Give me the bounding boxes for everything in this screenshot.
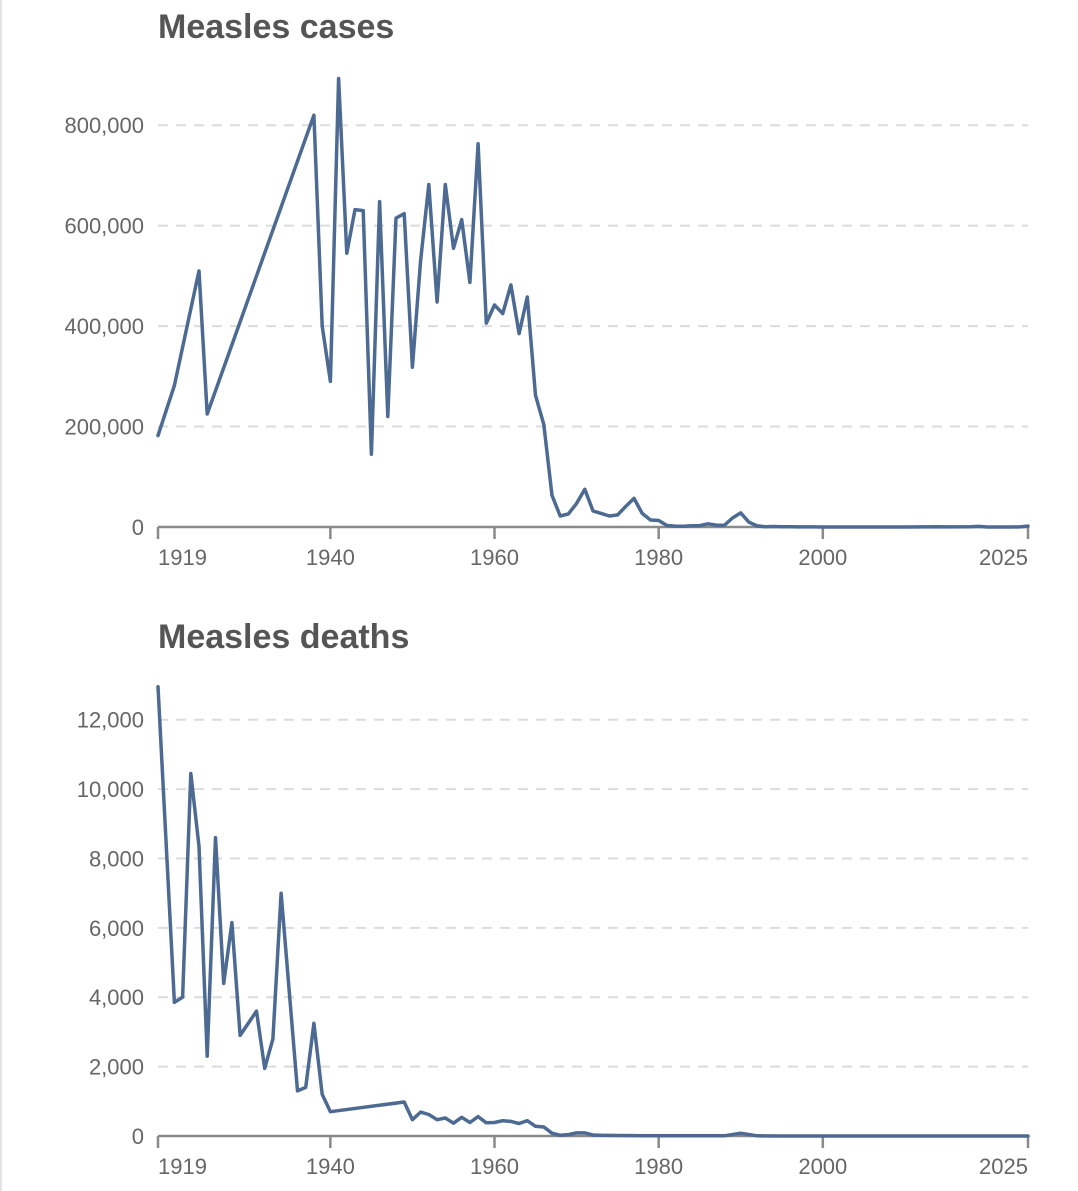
- y-tick-label: 800,000: [64, 113, 144, 138]
- y-tick-label: 0: [132, 515, 144, 540]
- x-tick-label: 1919: [158, 545, 207, 570]
- y-tick-layer: 0 2,000 4,000 6,000 8,000 10,000 12,000: [77, 708, 144, 1149]
- x-tick-layer: 1919 1940 1960 1980 2000 2025: [156, 527, 1030, 570]
- measles-deaths-chart: Measles deaths 0 2,000 4,000 6,000 8,000 10,0…: [77, 618, 1030, 1179]
- y-tick-label: 12,000: [77, 708, 144, 733]
- y-tick-label: 200,000: [64, 415, 144, 440]
- measles-cases-chart: Measles cases 0 200,000 400,000 600,000 800,…: [64, 8, 1030, 570]
- y-tick-label: 4,000: [89, 985, 144, 1010]
- chart-title: Measles cases: [158, 8, 394, 46]
- x-tick-label: 1980: [634, 545, 683, 570]
- chart-title: Measles deaths: [158, 618, 409, 656]
- y-tick-label: 0: [132, 1124, 144, 1149]
- x-tick-label: 1980: [634, 1154, 683, 1179]
- y-tick-label: 400,000: [64, 314, 144, 339]
- x-tick-label: 1940: [306, 1154, 355, 1179]
- series-line-measles-cases: [156, 76, 1030, 529]
- x-tick-label: 2000: [798, 1154, 847, 1179]
- x-tick-label: 1940: [306, 545, 355, 570]
- x-tick-label: 1960: [470, 1154, 519, 1179]
- grid-layer: [158, 124, 1028, 428]
- y-tick-layer: 0 200,000 400,000 600,000 800,000: [64, 113, 144, 540]
- x-tick-label: 2000: [798, 545, 847, 570]
- grid-layer: [158, 718, 1028, 1068]
- page-edge-border: [0, 0, 2, 1191]
- y-tick-label: 6,000: [89, 916, 144, 941]
- series-line-measles-deaths: [156, 684, 1030, 1138]
- y-tick-label: 2,000: [89, 1055, 144, 1080]
- x-tick-label: 2025: [979, 1154, 1028, 1179]
- x-tick-label: 2025: [979, 545, 1028, 570]
- y-tick-label: 600,000: [64, 214, 144, 239]
- x-tick-layer: 1919 1940 1960 1980 2000 2025: [156, 1136, 1030, 1179]
- y-tick-label: 10,000: [77, 777, 144, 802]
- x-tick-label: 1919: [158, 1154, 207, 1179]
- x-tick-label: 1960: [470, 545, 519, 570]
- y-tick-label: 8,000: [89, 846, 144, 871]
